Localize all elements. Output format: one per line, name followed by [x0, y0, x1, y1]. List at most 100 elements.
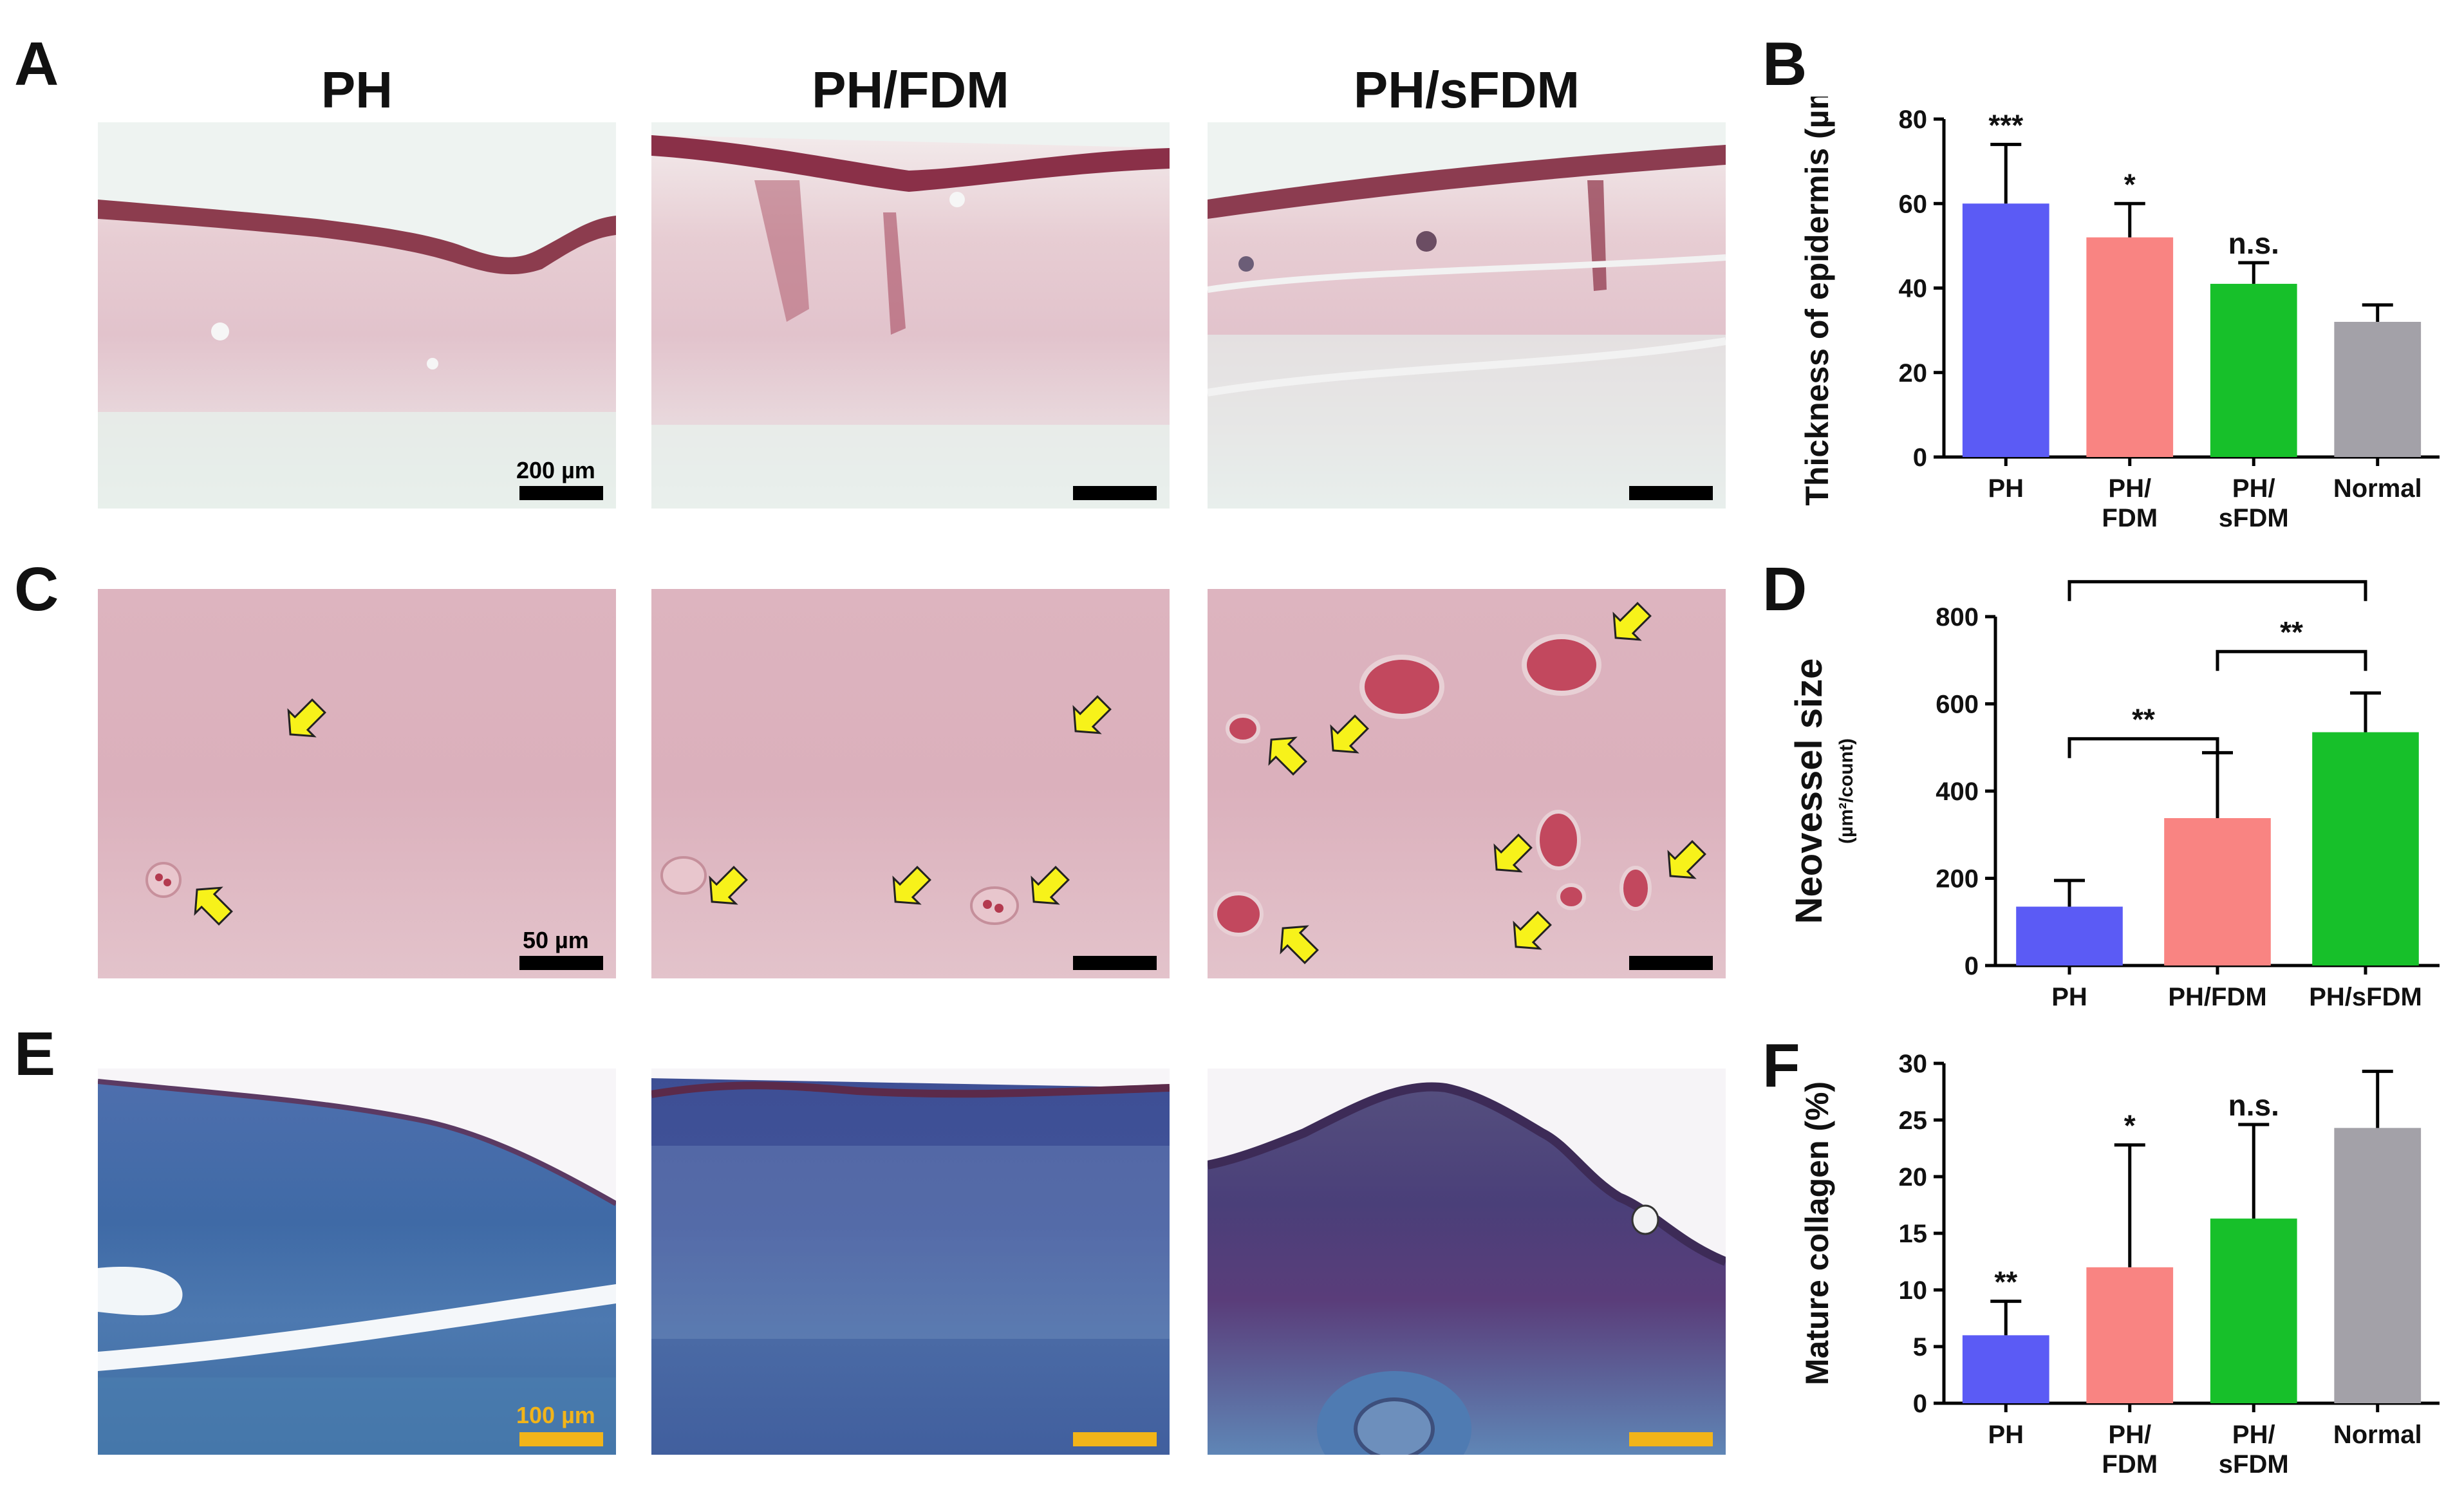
micrograph-e-ph-sfdm [1208, 1069, 1726, 1455]
x-tick-label: PH/ [2232, 474, 2275, 503]
arrow-icon [1072, 695, 1112, 734]
x-tick-label: sFDM [2219, 504, 2289, 532]
bar-0 [2016, 906, 2123, 966]
micrograph-e-ph-fdm [651, 1069, 1170, 1455]
scale-bar [1629, 1432, 1713, 1446]
comparison-bracket [2216, 649, 2367, 671]
y-tick-label: 80 [1899, 106, 1928, 134]
arrow-icon [1330, 714, 1369, 754]
scale-bar [1073, 956, 1157, 970]
arrow-icon [1667, 840, 1706, 879]
x-tick-label: PH [2051, 983, 2087, 1011]
y-axis-label: Mature collagen (%) [1799, 1081, 1835, 1385]
micrograph-c-ph-fdm [651, 589, 1170, 978]
bar-2 [2210, 283, 2297, 457]
micrograph-c-ph-sfdm [1208, 589, 1726, 978]
y-axis-sublabel: (µm²/count) [1836, 738, 1857, 844]
scale-label-50um: 50 µm [523, 927, 589, 953]
y-tick-label: 40 [1899, 275, 1928, 303]
column-title-ph: PH [321, 61, 393, 118]
panel-label-a: A [14, 30, 59, 98]
scale-label-200um: 200 µm [516, 457, 595, 483]
x-tick-label: PH [1988, 474, 2024, 503]
chart-d-svg: 0 200 400 600 800 Neovessel size (µm²/count) PH… [1788, 546, 2440, 1011]
x-tick-label: PH/FDM [2168, 983, 2266, 1011]
y-axis-label: Neovessel size [1789, 658, 1830, 924]
micrograph-e-ph: 100 µm [98, 1069, 616, 1455]
y-tick-label: 5 [1913, 1333, 1927, 1361]
comparison-label: ** [2280, 615, 2303, 649]
x-tick-label: PH/ [2232, 1421, 2275, 1449]
y-tick-label: 800 [1936, 603, 1979, 631]
x-tick-label: sFDM [2219, 1450, 2289, 1479]
x-tick-label: PH/sFDM [2309, 983, 2422, 1011]
bar-1 [2164, 818, 2271, 966]
x-tick-label: PH/ [2108, 1421, 2151, 1449]
y-tick-label: 0 [1965, 952, 1979, 980]
comparison-bracket [2067, 737, 2219, 758]
micrograph-c-ph: 50 µm [98, 589, 616, 978]
micrograph-a-ph: 200 µm [98, 122, 616, 509]
y-tick-label: 400 [1936, 778, 1979, 806]
bar-1 [2086, 1267, 2174, 1403]
arrow-icon [1268, 736, 1307, 776]
panel-label-c: C [14, 555, 59, 624]
comparison-label: ** [2132, 703, 2155, 736]
chart-d-neovessel-size: 0 200 400 600 800 Neovessel size (µm²/count) PH… [1788, 546, 2459, 1030]
scale-bar [519, 486, 603, 500]
bar-0 [1962, 1335, 2049, 1403]
column-title-ph-fdm: PH/FDM [812, 61, 1009, 118]
scale-bar [1073, 1432, 1157, 1446]
chart-f-svg: 0 5 10 15 20 25 30 Mature collagen (%) PH ** PH/FD… [1799, 1050, 2440, 1479]
scale-bar [519, 956, 603, 970]
significance-label: *** [1988, 108, 2023, 142]
y-tick-label: 10 [1899, 1276, 1928, 1305]
x-tick-label: FDM [2102, 504, 2158, 532]
significance-label: n.s. [2228, 227, 2279, 260]
bar-0 [1962, 203, 2049, 457]
y-tick-label: 20 [1899, 359, 1928, 387]
y-tick-label: 200 [1936, 865, 1979, 893]
scale-bar [1073, 486, 1157, 500]
y-tick-label: 30 [1899, 1050, 1928, 1078]
arrow-icon [709, 866, 748, 905]
y-tick-label: 600 [1936, 691, 1979, 719]
y-tick-label: 25 [1899, 1106, 1928, 1135]
arrow-icon [892, 866, 931, 905]
scale-bar [1629, 486, 1713, 500]
arrow-icon [1280, 925, 1319, 964]
chart-f-mature-collagen: 0 5 10 15 20 25 30 Mature collagen (%) PH ** PH/FD… [1789, 1030, 2459, 1500]
scale-label-100um: 100 µm [516, 1402, 595, 1428]
arrow-icon [1493, 834, 1533, 873]
y-tick-label: 20 [1899, 1163, 1928, 1191]
bar-2 [2312, 732, 2419, 966]
comparison-label: **** [2194, 566, 2241, 579]
bar-1 [2086, 237, 2174, 457]
micrograph-a-ph-sfdm [1208, 122, 1726, 509]
y-tick-label: 15 [1899, 1220, 1928, 1248]
arrow-icon [1612, 602, 1652, 641]
x-tick-label: Normal [2333, 1421, 2422, 1449]
column-title-ph-sfdm: PH/sFDM [1353, 61, 1580, 118]
arrow-icon [1031, 866, 1070, 905]
x-tick-label: FDM [2102, 1450, 2158, 1479]
arrow-icon [194, 886, 233, 926]
y-tick-label: 0 [1913, 1390, 1927, 1418]
panel-label-d: D [1762, 555, 1807, 624]
arrow-icon [1513, 911, 1552, 950]
y-tick-label: 60 [1899, 190, 1928, 218]
x-tick-label: Normal [2333, 474, 2422, 503]
x-tick-label: PH/ [2108, 474, 2151, 503]
bar-3 [2334, 1128, 2422, 1403]
chart-b-epidermis-thickness: 0 20 40 60 80 Thickness of epidermis (µm) PH **… [1789, 70, 2459, 560]
y-axis-label: Thickness of epidermis (µm) [1799, 97, 1835, 506]
significance-label: n.s. [2228, 1088, 2279, 1122]
scale-bar [1629, 956, 1713, 970]
panel-label-e: E [14, 1020, 56, 1088]
significance-label: ** [1994, 1265, 2017, 1299]
significance-label: * [2124, 167, 2136, 201]
micrograph-a-ph-fdm [651, 122, 1170, 509]
panel-label-b: B [1762, 30, 1807, 98]
scale-bar [519, 1432, 603, 1446]
